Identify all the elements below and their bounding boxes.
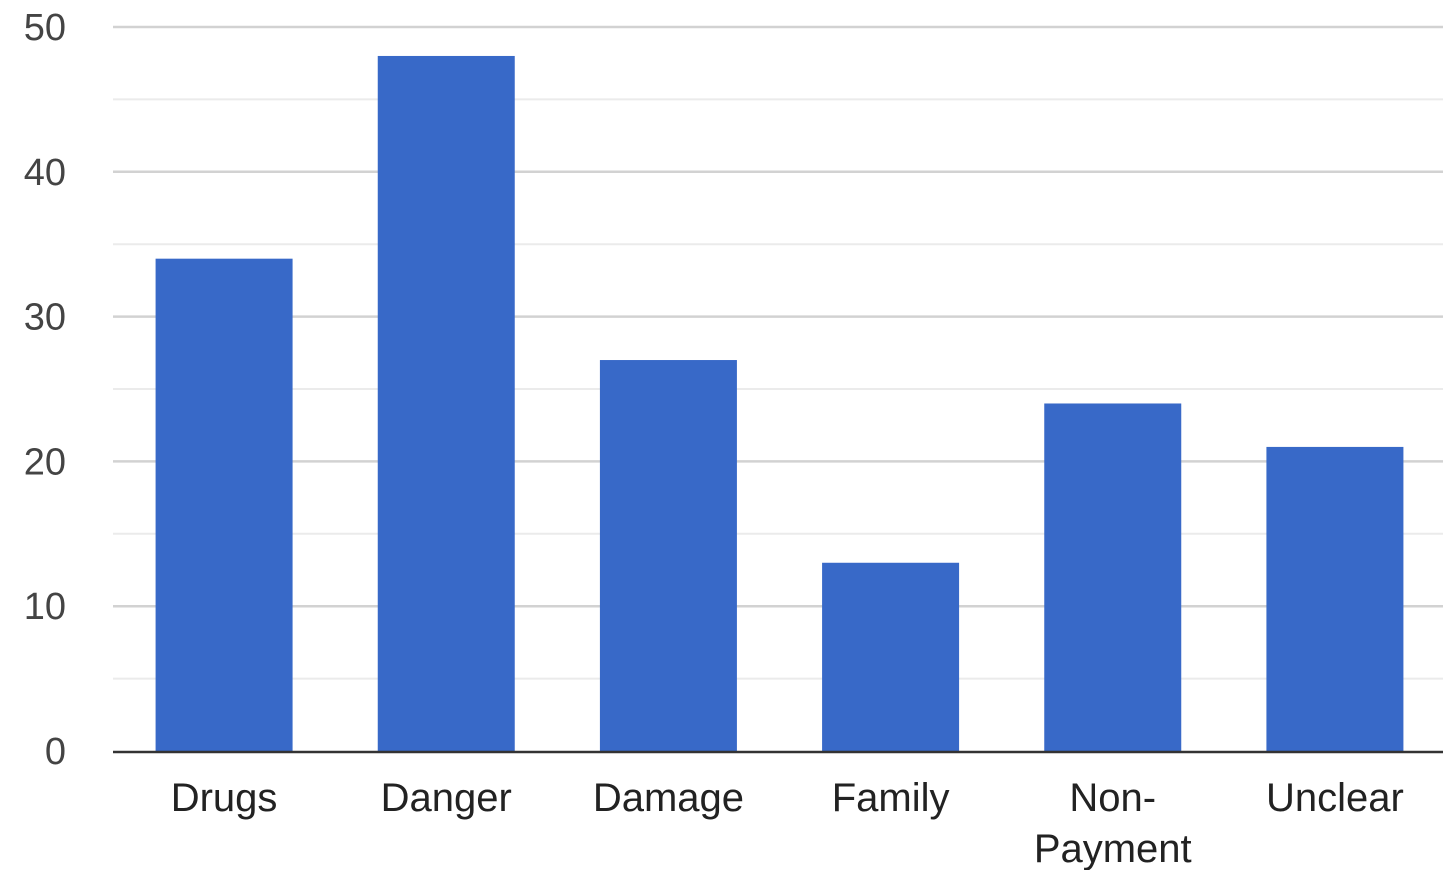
bar-family: [822, 562, 960, 751]
x-tick-label: Unclear: [1266, 776, 1404, 820]
y-tick-label: 0: [45, 731, 66, 773]
x-tick-label: Damage: [593, 776, 744, 820]
bar-drugs: [155, 258, 293, 751]
bar-nonpayment: [1044, 403, 1182, 751]
bar-unclear: [1266, 446, 1404, 751]
x-axis-labels: Drugs Danger Damage Family Non- Payment Unclea…: [171, 776, 1404, 870]
y-tick-label: 10: [24, 586, 66, 628]
bar-damage: [599, 360, 737, 751]
bars: [155, 55, 1404, 751]
y-tick-label: 30: [24, 297, 66, 339]
x-tick-label: Non-: [1069, 776, 1156, 820]
x-tick-label: Family: [832, 776, 950, 820]
x-tick-label: Danger: [381, 776, 512, 820]
bar-danger: [377, 55, 515, 751]
y-tick-label: 40: [24, 152, 66, 194]
y-tick-label: 50: [24, 7, 66, 49]
y-axis-ticks: 0 10 20 30 40 50: [24, 7, 66, 773]
gridlines: [113, 25, 1443, 680]
x-tick-label: Drugs: [171, 776, 278, 820]
y-tick-label: 20: [24, 441, 66, 483]
x-tick-label: Payment: [1034, 827, 1192, 870]
